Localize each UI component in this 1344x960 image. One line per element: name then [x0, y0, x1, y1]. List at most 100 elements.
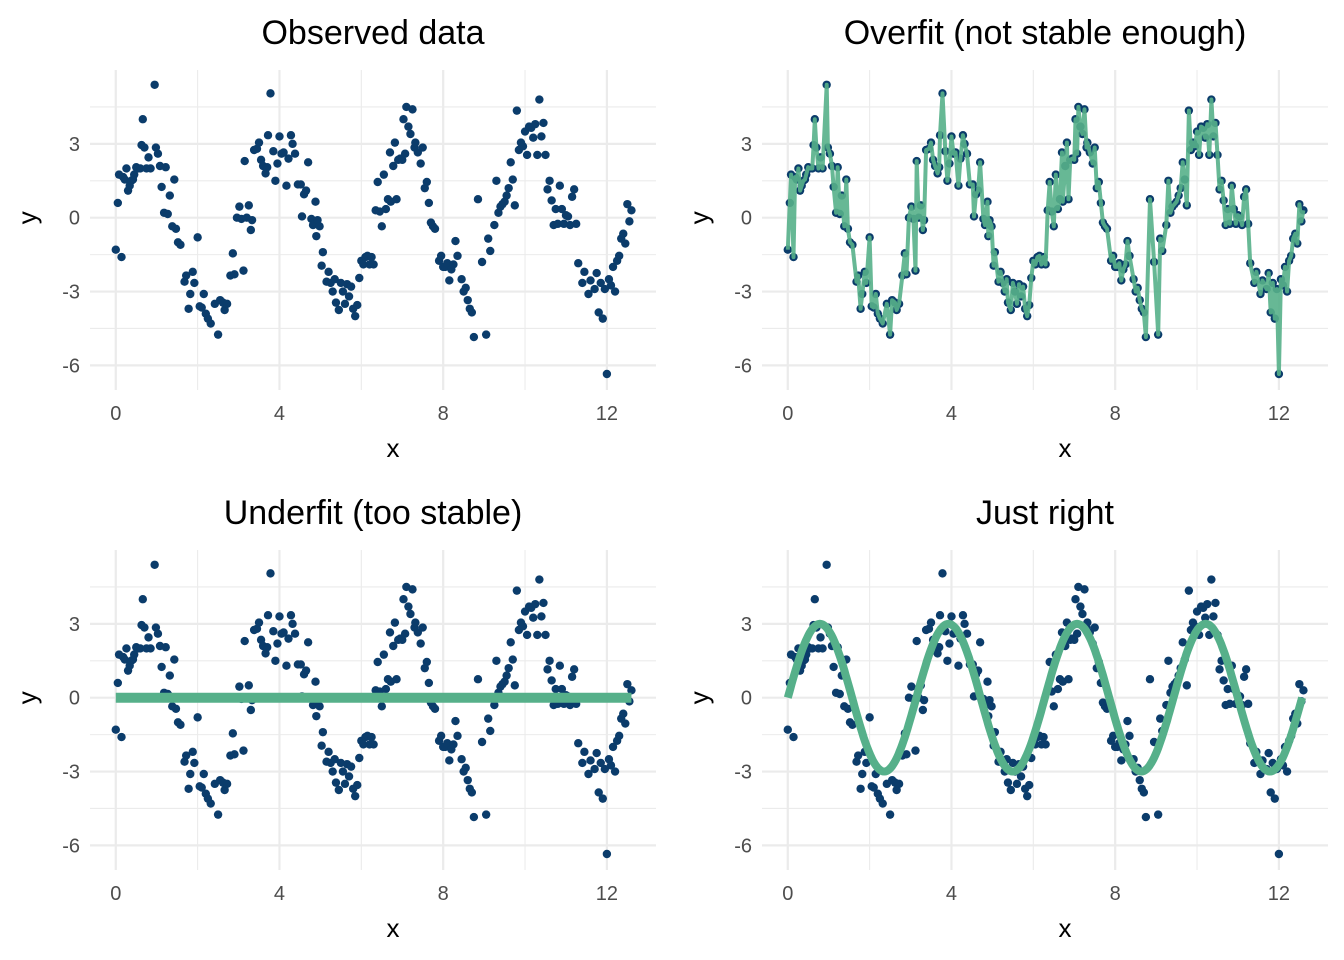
data-point	[954, 661, 963, 670]
data-point	[400, 629, 410, 638]
data-point	[240, 156, 249, 166]
data-point	[816, 633, 825, 642]
data-point	[580, 267, 589, 277]
data-point	[484, 234, 493, 243]
data-point	[186, 289, 195, 299]
data-point	[902, 750, 911, 759]
data-point	[288, 139, 297, 149]
data-point	[619, 229, 628, 238]
data-point	[153, 149, 163, 158]
data-point	[571, 219, 581, 229]
x-tick-label: 0	[782, 883, 793, 905]
data-point	[199, 289, 208, 299]
y-tick-label: -6	[734, 835, 752, 857]
data-point	[619, 709, 628, 718]
data-point	[853, 751, 863, 760]
data-point	[273, 159, 282, 168]
data-point	[324, 747, 333, 757]
data-point	[926, 618, 936, 627]
data-point	[945, 639, 954, 648]
data-point	[490, 700, 499, 710]
data-point	[555, 661, 565, 670]
data-point	[506, 638, 515, 647]
data-point	[943, 656, 952, 665]
data-point	[962, 629, 972, 638]
data-point	[1117, 756, 1126, 765]
data-point	[193, 713, 202, 722]
data-point	[113, 198, 123, 208]
y-axis-label: y	[12, 211, 42, 224]
data-point	[213, 810, 223, 819]
data-point	[919, 695, 929, 705]
data-point	[303, 158, 313, 167]
data-point	[213, 330, 223, 339]
y-tick-label: -3	[734, 762, 752, 784]
data-point	[960, 619, 969, 629]
data-point	[408, 585, 417, 594]
data-point	[411, 138, 420, 147]
data-point	[408, 105, 417, 114]
data-point	[344, 292, 354, 301]
data-point	[600, 764, 610, 774]
data-point	[369, 260, 378, 269]
data-point	[188, 267, 197, 277]
data-point	[510, 201, 520, 210]
y-tick-label: 0	[69, 208, 80, 230]
data-point	[592, 748, 601, 758]
data-point	[453, 251, 462, 261]
data-point	[486, 246, 495, 256]
data-point	[373, 657, 382, 667]
data-point	[111, 245, 120, 254]
data-point	[625, 217, 634, 226]
data-point	[1274, 849, 1284, 859]
data-point	[390, 618, 400, 627]
overfit-line	[785, 82, 1306, 376]
data-point	[157, 182, 166, 192]
data-point	[449, 740, 458, 749]
data-point	[518, 622, 528, 631]
data-point	[340, 299, 350, 309]
data-point	[353, 300, 362, 310]
data-point	[533, 630, 542, 640]
data-point	[1243, 699, 1253, 709]
data-point	[418, 623, 427, 632]
data-point	[422, 177, 432, 187]
data-point	[129, 170, 139, 179]
data-point	[1076, 602, 1085, 611]
data-point	[404, 122, 413, 131]
data-point	[377, 702, 386, 711]
data-point	[288, 619, 297, 629]
y-tick-label: 0	[741, 688, 752, 710]
data-point	[543, 665, 552, 674]
x-tick-label: 4	[946, 883, 957, 905]
data-point	[334, 305, 344, 315]
data-point	[1153, 810, 1163, 819]
data-point	[263, 643, 272, 652]
x-axis-label: x	[1059, 913, 1072, 943]
data-point	[171, 224, 181, 233]
y-tick-label: -3	[734, 282, 752, 304]
data-point	[584, 769, 593, 779]
data-point	[266, 569, 275, 578]
data-point	[1182, 681, 1192, 690]
data-point	[858, 769, 867, 779]
data-point	[1003, 778, 1013, 787]
panel-title: Overfit (not stable enough)	[844, 14, 1247, 52]
data-point	[235, 682, 244, 691]
data-point	[406, 609, 415, 619]
data-point	[318, 727, 328, 737]
data-point	[269, 627, 278, 636]
data-point	[535, 575, 544, 584]
data-point	[389, 641, 398, 651]
panel-observed: 0 4 8 12 3 0 -3 -6 Observed data x y	[12, 14, 656, 463]
data-point	[424, 678, 434, 688]
data-point	[1215, 665, 1224, 674]
data-point	[359, 260, 368, 269]
data-point	[869, 783, 878, 792]
data-point	[502, 671, 511, 680]
data-point	[117, 732, 126, 742]
data-point	[878, 799, 887, 808]
data-point	[254, 138, 264, 147]
data-point	[592, 268, 601, 278]
data-point	[136, 164, 145, 173]
